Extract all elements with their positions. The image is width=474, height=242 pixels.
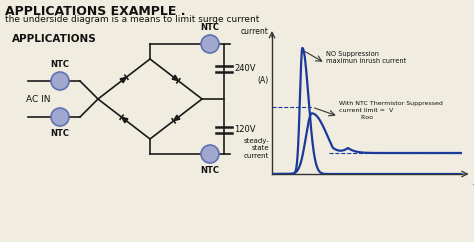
Polygon shape (173, 115, 180, 121)
Text: (A): (A) (257, 76, 268, 85)
Ellipse shape (51, 108, 69, 126)
Text: current: current (240, 27, 268, 36)
Text: AC IN: AC IN (26, 94, 51, 104)
Text: APPLICATIONS: APPLICATIONS (12, 34, 97, 44)
Ellipse shape (51, 72, 69, 90)
Text: NO Suppression
maximun inrush current: NO Suppression maximun inrush current (326, 51, 406, 64)
Text: NTC: NTC (51, 129, 70, 138)
Text: With NTC Thermistor Suppressed
current limit =  V
           Rᴏᴏ: With NTC Thermistor Suppressed current l… (339, 101, 443, 120)
Text: 120V: 120V (234, 125, 255, 134)
Text: NTC: NTC (201, 166, 219, 175)
Polygon shape (120, 77, 127, 83)
Polygon shape (122, 117, 128, 123)
Polygon shape (172, 75, 178, 81)
Text: the underside diagram is a means to limit surge current: the underside diagram is a means to limi… (5, 15, 259, 24)
Ellipse shape (201, 35, 219, 53)
Text: NTC: NTC (201, 23, 219, 32)
Text: NTC: NTC (51, 60, 70, 69)
Text: steady-
state
current: steady- state current (243, 137, 269, 159)
Text: 240V: 240V (234, 64, 255, 73)
Text: APPLICATIONS EXAMPLE .: APPLICATIONS EXAMPLE . (5, 5, 185, 18)
Ellipse shape (201, 145, 219, 163)
